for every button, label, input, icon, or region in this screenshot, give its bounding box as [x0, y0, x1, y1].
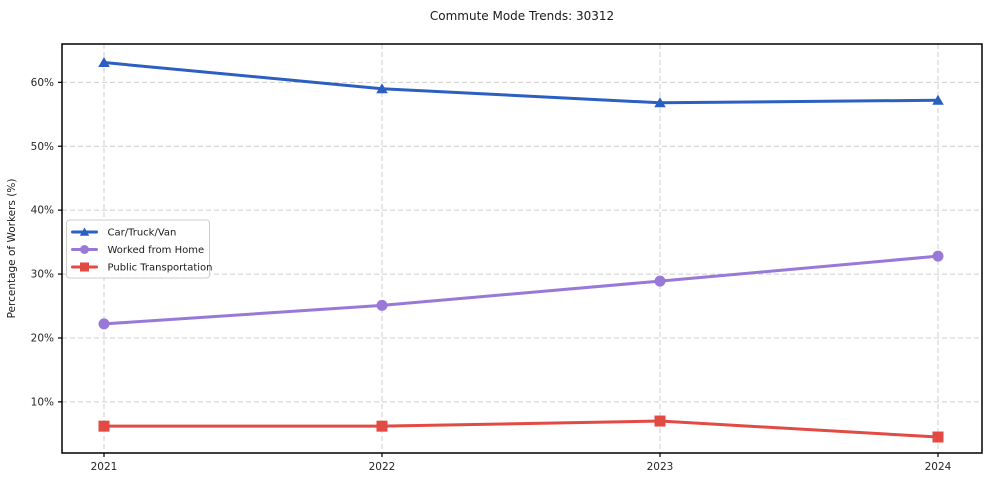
axes-layer: 10% 20% 30% 40% 50% 60% 2021 2022 2023 2024 — [31, 43, 983, 473]
y-tick-label: 10% — [31, 396, 54, 408]
y-tick-label: 60% — [31, 77, 54, 89]
y-tick-label: 20% — [31, 332, 54, 344]
legend-label: Car/Truck/Van — [108, 228, 177, 239]
legend-item-worked-from-home: Worked from Home — [71, 245, 205, 256]
x-tick-label: 2023 — [647, 461, 674, 473]
series-line-worked-from-home — [102, 254, 940, 326]
series-line-public-transportation — [102, 419, 940, 439]
legend-item-car-truck-van: Car/Truck/Van — [71, 227, 177, 239]
legend-marker-square — [80, 262, 89, 272]
data-point-marker-car-truck-van — [654, 97, 666, 108]
series-car-truck-van — [98, 57, 944, 108]
plot-border — [61, 43, 983, 454]
data-point-marker-car-truck-van — [98, 57, 110, 68]
y-axis-label: Percentage of Workers (%) — [6, 179, 18, 319]
series-layer — [98, 57, 944, 443]
data-point-marker-car-truck-van — [376, 83, 388, 94]
series-line-car-truck-van — [102, 61, 940, 105]
legend-label: Worked from Home — [108, 245, 205, 256]
legend-marker-triangle — [79, 227, 90, 236]
y-tick-label: 50% — [31, 141, 54, 153]
y-tick-label: 30% — [31, 269, 54, 281]
x-tick-label: 2021 — [91, 461, 118, 473]
y-tick-label: 40% — [31, 205, 54, 217]
legend-label: Public Transportation — [108, 263, 213, 274]
legend-marker-circle — [80, 245, 89, 254]
data-point-marker-public-transportation — [98, 420, 110, 432]
series-worked-from-home — [98, 250, 944, 330]
data-point-marker-worked-from-home — [98, 318, 110, 330]
legend-item-public-transportation: Public Transportation — [71, 262, 213, 274]
data-point-marker-public-transportation — [376, 420, 388, 432]
data-point-marker-worked-from-home — [654, 275, 666, 287]
x-tick-label: 2024 — [925, 461, 952, 473]
legend-box — [66, 219, 210, 279]
data-point-marker-worked-from-home — [932, 250, 944, 262]
data-point-marker-worked-from-home — [376, 299, 388, 311]
data-point-marker-public-transportation — [654, 415, 666, 427]
legend: Car/Truck/Van Worked from Home Public Tran… — [66, 219, 213, 279]
chart-title: Commute Mode Trends: 30312 — [430, 9, 614, 23]
series-public-transportation — [98, 415, 944, 443]
data-point-marker-public-transportation — [932, 431, 944, 443]
x-tick-label: 2022 — [369, 461, 396, 473]
data-point-marker-car-truck-van — [932, 94, 944, 105]
